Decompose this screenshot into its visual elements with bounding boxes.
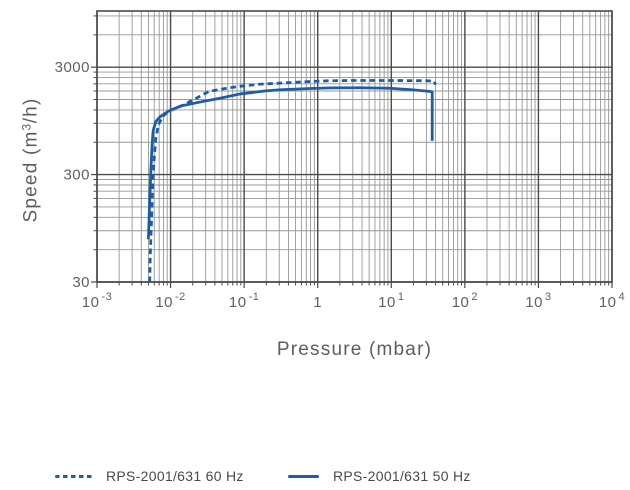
legend: RPS-2001/631 60 Hz RPS-2001/631 50 Hz	[0, 464, 630, 488]
x-tick-label: 10 2	[452, 291, 478, 311]
x-tick-labels: 10 -3 10 -2 10 -1 1 10 1 10 2 10 3 10 4	[82, 291, 625, 311]
x-tick-label: 10 4	[599, 291, 625, 311]
x-tick-label: 10 1	[378, 291, 404, 311]
x-axis-title: Pressure (mbar)	[97, 339, 612, 361]
y-tick-label: 30	[72, 274, 90, 291]
y-axis-title: Speed (m3/h)	[20, 98, 43, 223]
x-tick-label: 10 -1	[229, 291, 259, 311]
legend-item-50hz: RPS-2001/631 50 Hz	[288, 464, 471, 488]
x-tick-label: 10 3	[525, 291, 551, 311]
y-tick-labels: 3000 300 30	[55, 59, 90, 291]
y-tick-label: 3000	[55, 59, 90, 76]
x-tick-label: 10 -2	[155, 291, 185, 311]
x-tick-label: 10 -3	[82, 291, 112, 311]
y-axis-title-superscript: 3	[19, 123, 34, 131]
x-tick-label: 1	[313, 294, 322, 311]
legend-item-60hz: RPS-2001/631 60 Hz	[55, 464, 244, 488]
legend-label-60hz: RPS-2001/631 60 Hz	[106, 468, 244, 484]
dashed-line-swatch-icon	[55, 474, 92, 478]
y-tick-label: 300	[63, 167, 90, 184]
chart-canvas: 10 -3 10 -2 10 -1 1 10 1 10 2 10 3 10 4 3000 300 30	[55, 10, 625, 311]
legend-label-50hz: RPS-2001/631 50 Hz	[333, 468, 471, 484]
axis-tick-marks	[91, 15, 613, 288]
y-axis-title-pre: Speed (m	[20, 130, 42, 223]
y-axis-title-post: /h)	[20, 97, 42, 124]
solid-line-swatch-icon	[288, 474, 319, 478]
plot-border	[96, 10, 613, 283]
series-curve-50hz	[147, 86, 434, 240]
series-curve-60hz	[148, 79, 437, 283]
grid-minor-lines	[97, 11, 612, 282]
x-axis-title-text: Pressure (mbar)	[276, 339, 433, 360]
